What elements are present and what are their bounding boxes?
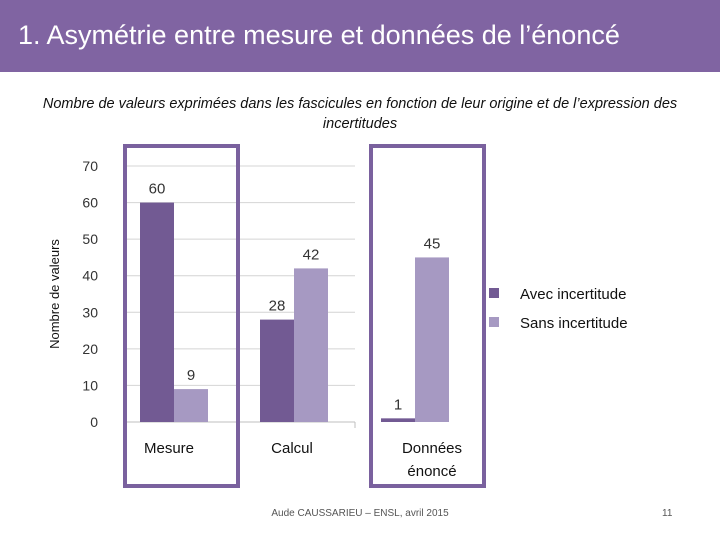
y-tick-label: 20: [82, 341, 98, 357]
y-tick-label: 0: [90, 414, 98, 430]
highlight-frame-mesure: [123, 144, 240, 488]
y-tick-label: 50: [82, 231, 98, 247]
slide-title: 1. Asymétrie entre mesure et données de …: [18, 20, 620, 50]
x-category-label: Données: [402, 440, 462, 457]
legend-swatch: [489, 288, 499, 298]
y-axis-label: Nombre de valeurs: [47, 239, 62, 349]
bar-sans-0: [174, 389, 208, 422]
bar-avec-2: [381, 418, 415, 422]
data-label: 9: [187, 367, 195, 384]
legend-label: Avec incertitude: [520, 286, 626, 303]
chart-title: Nombre de valeurs exprimées dans les fas…: [42, 96, 678, 132]
bar-sans-1: [294, 268, 328, 422]
data-label: 42: [303, 246, 320, 263]
footer-credit: Aude CAUSSARIEU – ENSL, avril 2015: [271, 508, 449, 519]
x-category-label: énoncé: [407, 463, 456, 480]
y-tick-label: 40: [82, 268, 98, 284]
data-label: 28: [269, 298, 286, 315]
page-number: 11: [662, 508, 673, 519]
data-label: 60: [149, 181, 166, 198]
bar-avec-0: [140, 202, 174, 422]
y-tick-label: 60: [82, 195, 98, 211]
y-tick-label: 30: [82, 304, 98, 320]
legend-label: Sans incertitude: [520, 315, 628, 332]
y-tick-label: 10: [82, 377, 98, 393]
y-tick-label: 70: [82, 158, 98, 174]
highlight-frame-donnees: [369, 144, 486, 488]
legend-swatch: [489, 317, 499, 327]
x-category-label: Mesure: [144, 440, 194, 457]
x-category-label: Calcul: [271, 440, 313, 457]
data-label: 45: [424, 235, 441, 252]
bar-sans-2: [415, 257, 449, 422]
title-bar: 1. Asymétrie entre mesure et données de …: [0, 0, 720, 72]
bar-avec-1: [260, 319, 294, 422]
data-label: 1: [394, 396, 402, 413]
